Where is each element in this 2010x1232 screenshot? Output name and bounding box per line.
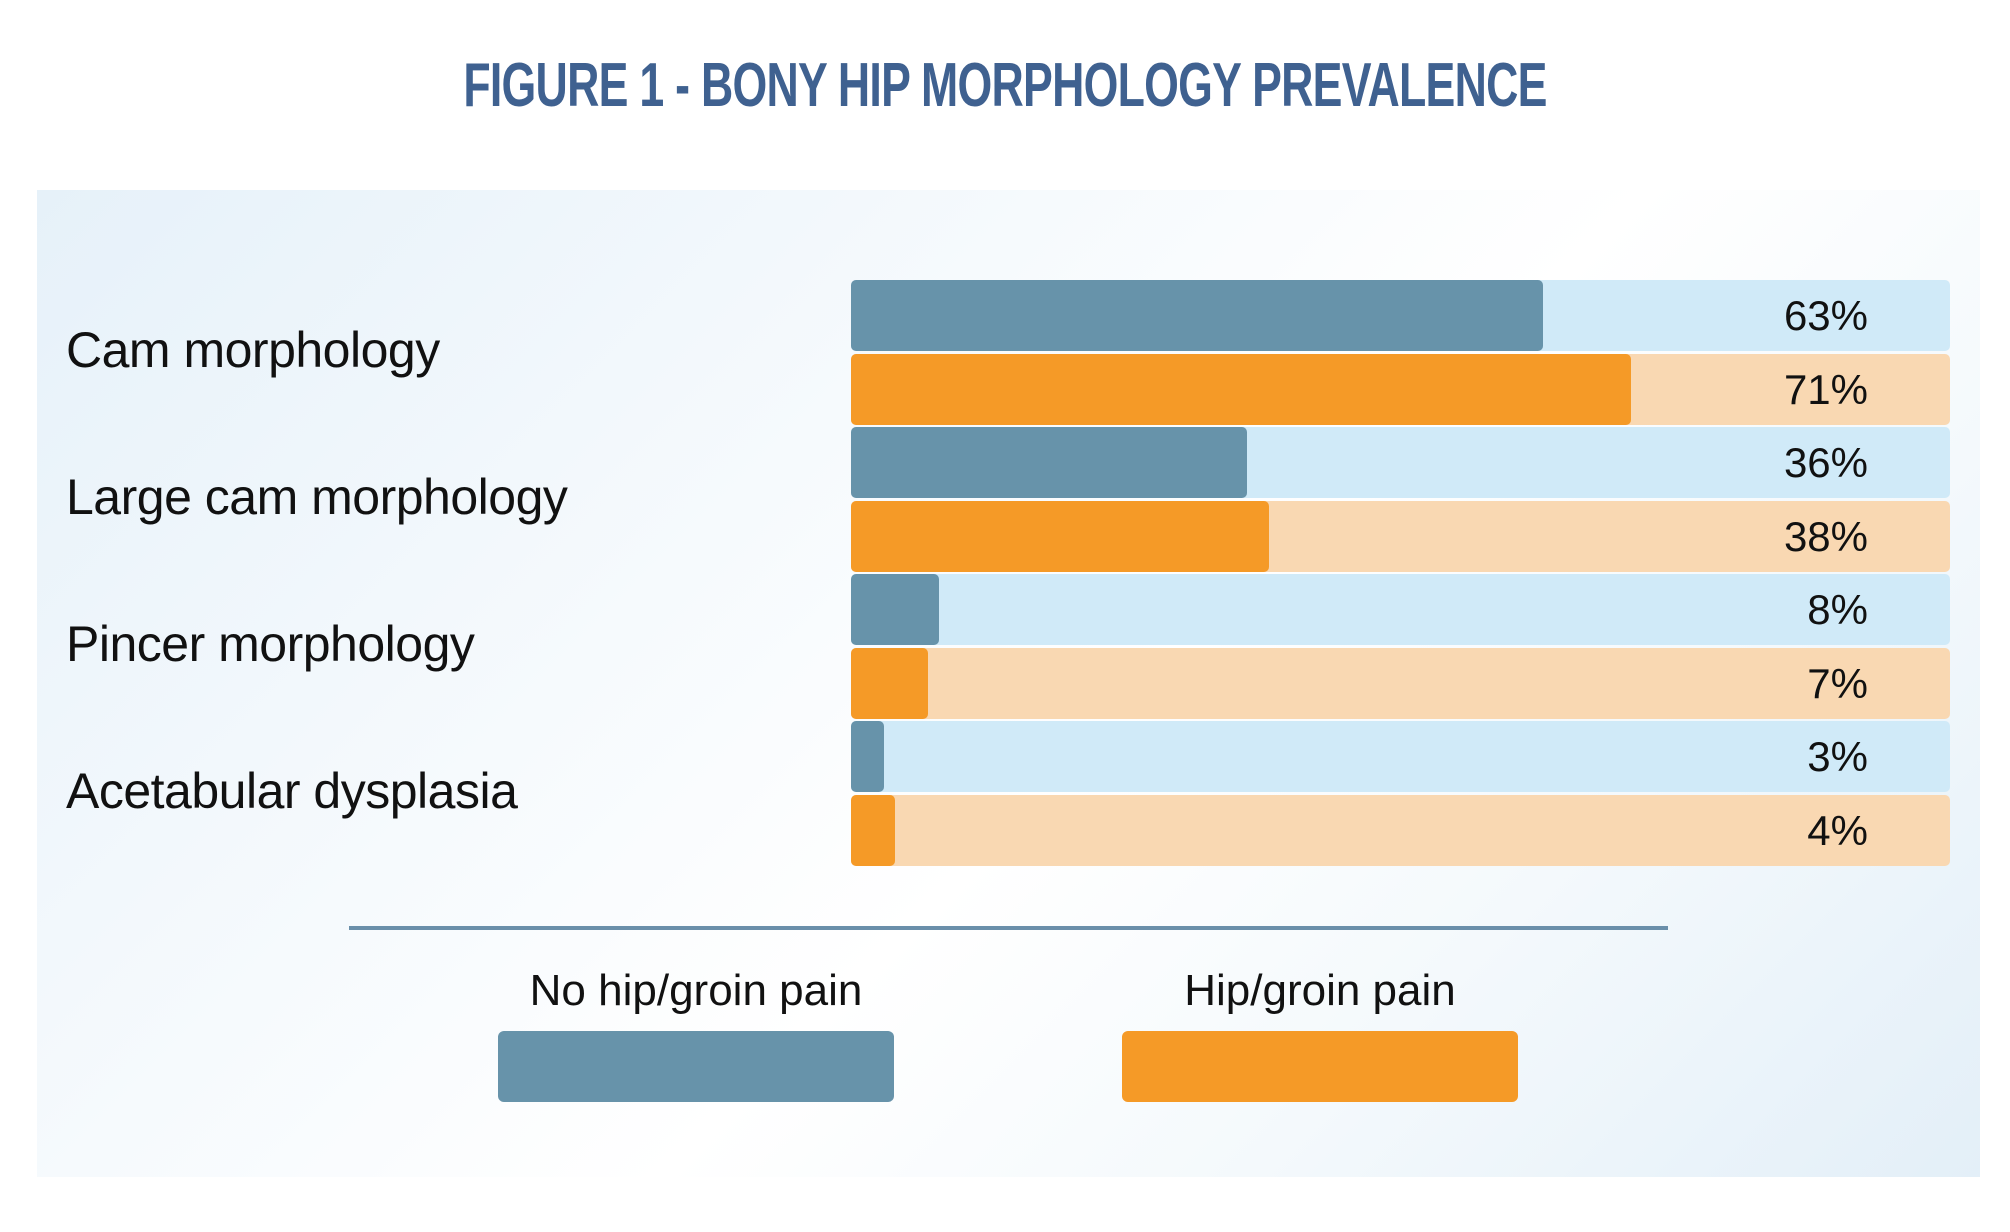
data-label: 8%: [1807, 586, 1868, 633]
bar-track: 7%: [851, 647, 1950, 719]
bar: [851, 280, 1544, 351]
bar: [851, 721, 884, 792]
bar-track: 4%: [851, 794, 1950, 866]
bar-track: 8%: [851, 574, 1950, 645]
data-label: 7%: [1807, 659, 1868, 707]
data-label: 36%: [1783, 439, 1868, 486]
bar-track: 38%: [851, 500, 1950, 572]
legend-label-no-pain: No hip/groin pain: [529, 966, 863, 1015]
category-label: Large cam morphology: [66, 468, 568, 525]
bar-track: 3%: [851, 721, 1950, 792]
bar: [851, 794, 895, 866]
bar-track: 36%: [851, 427, 1950, 498]
category-label: Acetabular dysplasia: [66, 762, 518, 819]
data-label: 71%: [1783, 365, 1868, 413]
legend-divider: [349, 926, 1668, 930]
data-label: 63%: [1783, 292, 1868, 339]
bar: [851, 427, 1247, 498]
category-label: Pincer morphology: [66, 615, 475, 672]
data-label: 3%: [1807, 733, 1868, 780]
legend-label-pain: Hip/groin pain: [1184, 966, 1456, 1015]
bar: [851, 500, 1269, 572]
chart-title: Figure 1 - Bony hip morphology prevalenc…: [463, 51, 1547, 120]
category-label: Cam morphology: [66, 321, 440, 378]
data-label: 38%: [1783, 512, 1868, 560]
legend-swatch-no-pain: [498, 1031, 894, 1102]
bar-track: 71%: [851, 353, 1950, 425]
legend-swatch-pain: [1122, 1031, 1518, 1102]
bar: [851, 574, 939, 645]
bar: [851, 353, 1632, 425]
bar-track: 63%: [851, 280, 1950, 351]
data-label: 4%: [1807, 806, 1868, 854]
bar: [851, 647, 928, 719]
